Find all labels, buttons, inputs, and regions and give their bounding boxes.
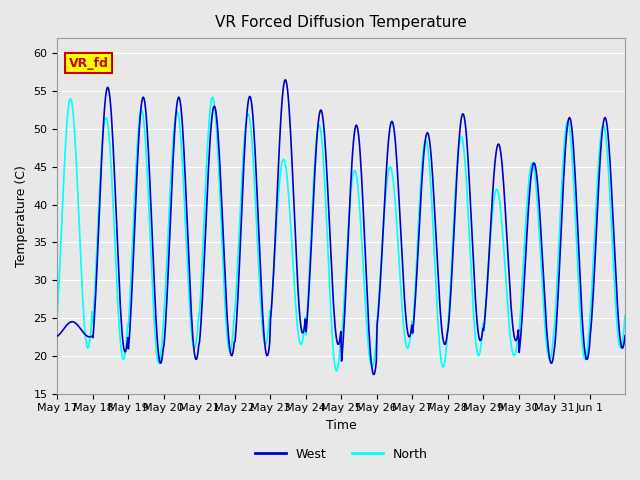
North — [120, 356, 128, 361]
West — [369, 372, 377, 377]
Line: North: North — [58, 97, 625, 371]
Y-axis label: Temperature (C): Temperature (C) — [15, 165, 28, 267]
Line: West: West — [58, 80, 625, 374]
West — [282, 77, 289, 83]
West — [621, 333, 629, 338]
North — [275, 190, 282, 196]
North — [621, 312, 629, 318]
X-axis label: Time: Time — [326, 419, 356, 432]
North — [433, 304, 441, 310]
North — [401, 337, 409, 343]
North — [225, 348, 233, 353]
North — [253, 236, 261, 241]
North — [54, 309, 61, 314]
West — [120, 347, 128, 352]
West — [274, 174, 282, 180]
Title: VR Forced Diffusion Temperature: VR Forced Diffusion Temperature — [215, 15, 467, 30]
West — [225, 331, 232, 337]
North — [209, 95, 217, 100]
Legend: West, North: West, North — [250, 443, 433, 466]
West — [54, 333, 61, 339]
North — [333, 368, 340, 374]
West — [253, 177, 260, 183]
West — [433, 253, 441, 259]
West — [401, 306, 409, 312]
Text: VR_fd: VR_fd — [68, 57, 109, 70]
